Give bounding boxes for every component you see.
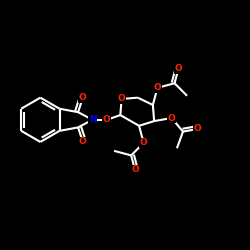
- Text: O: O: [168, 114, 175, 122]
- Text: O: O: [103, 115, 111, 124]
- Text: N: N: [89, 115, 96, 124]
- Text: O: O: [174, 64, 182, 73]
- Text: O: O: [131, 166, 139, 174]
- Text: O: O: [140, 138, 147, 147]
- Text: O: O: [79, 137, 87, 146]
- Text: O: O: [154, 83, 161, 92]
- Text: O: O: [118, 94, 126, 104]
- Text: O: O: [79, 93, 87, 102]
- Text: O: O: [194, 124, 202, 134]
